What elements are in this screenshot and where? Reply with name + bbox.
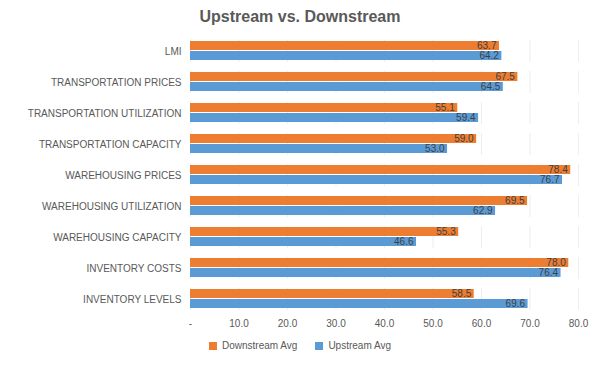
svg-text:55.1: 55.1 bbox=[435, 102, 455, 113]
svg-text:-: - bbox=[189, 318, 192, 329]
svg-text:76.4: 76.4 bbox=[539, 267, 559, 278]
svg-text:58.5: 58.5 bbox=[452, 288, 472, 299]
svg-text:59.4: 59.4 bbox=[456, 112, 476, 123]
svg-text:INVENTORY COSTS: INVENTORY COSTS bbox=[86, 263, 181, 274]
svg-text:67.5: 67.5 bbox=[495, 71, 515, 83]
svg-text:62.9: 62.9 bbox=[473, 205, 493, 216]
svg-text:78.4: 78.4 bbox=[548, 164, 568, 176]
svg-text:50.0: 50.0 bbox=[423, 318, 443, 329]
svg-text:59.0: 59.0 bbox=[454, 133, 474, 144]
svg-text:70.0: 70.0 bbox=[520, 318, 540, 329]
svg-text:64.2: 64.2 bbox=[479, 50, 499, 61]
svg-text:WAREHOUSING PRICES: WAREHOUSING PRICES bbox=[65, 170, 182, 181]
svg-text:WAREHOUSING CAPACITY: WAREHOUSING CAPACITY bbox=[53, 232, 182, 243]
svg-text:TRANSPORTATION UTILIZATION: TRANSPORTATION UTILIZATION bbox=[28, 108, 182, 119]
svg-text:63.7: 63.7 bbox=[477, 40, 497, 52]
svg-text:46.6: 46.6 bbox=[394, 236, 414, 247]
svg-text:78.0: 78.0 bbox=[546, 257, 566, 269]
svg-text:69.5: 69.5 bbox=[505, 195, 525, 206]
svg-text:69.6: 69.6 bbox=[506, 298, 526, 309]
svg-text:30.0: 30.0 bbox=[326, 318, 346, 329]
svg-text:53.0: 53.0 bbox=[425, 143, 445, 154]
svg-text:TRANSPORTATION CAPACITY: TRANSPORTATION CAPACITY bbox=[39, 139, 182, 150]
svg-text:20.0: 20.0 bbox=[278, 318, 298, 329]
html-text:Upstream vs. Downstream: Upstream vs. Downstream bbox=[199, 8, 401, 25]
html-text:Downstream Avg: Downstream Avg bbox=[222, 339, 298, 351]
svg-text:LMI: LMI bbox=[165, 46, 182, 57]
svg-text:10.0: 10.0 bbox=[229, 318, 249, 329]
svg-text:TRANSPORTATION PRICES: TRANSPORTATION PRICES bbox=[51, 77, 182, 88]
svg-text:INVENTORY LEVELS: INVENTORY LEVELS bbox=[83, 294, 182, 305]
svg-text:55.3: 55.3 bbox=[436, 226, 456, 237]
svg-text:64.5: 64.5 bbox=[481, 81, 501, 92]
html-text:Upstream Avg: Upstream Avg bbox=[328, 339, 391, 351]
svg-text:76.7: 76.7 bbox=[540, 174, 560, 185]
svg-text:60.0: 60.0 bbox=[472, 318, 492, 329]
svg-text:80.0: 80.0 bbox=[569, 318, 589, 329]
svg-text:40.0: 40.0 bbox=[375, 318, 395, 329]
svg-text:WAREHOUSING UTILIZATION: WAREHOUSING UTILIZATION bbox=[42, 201, 181, 212]
